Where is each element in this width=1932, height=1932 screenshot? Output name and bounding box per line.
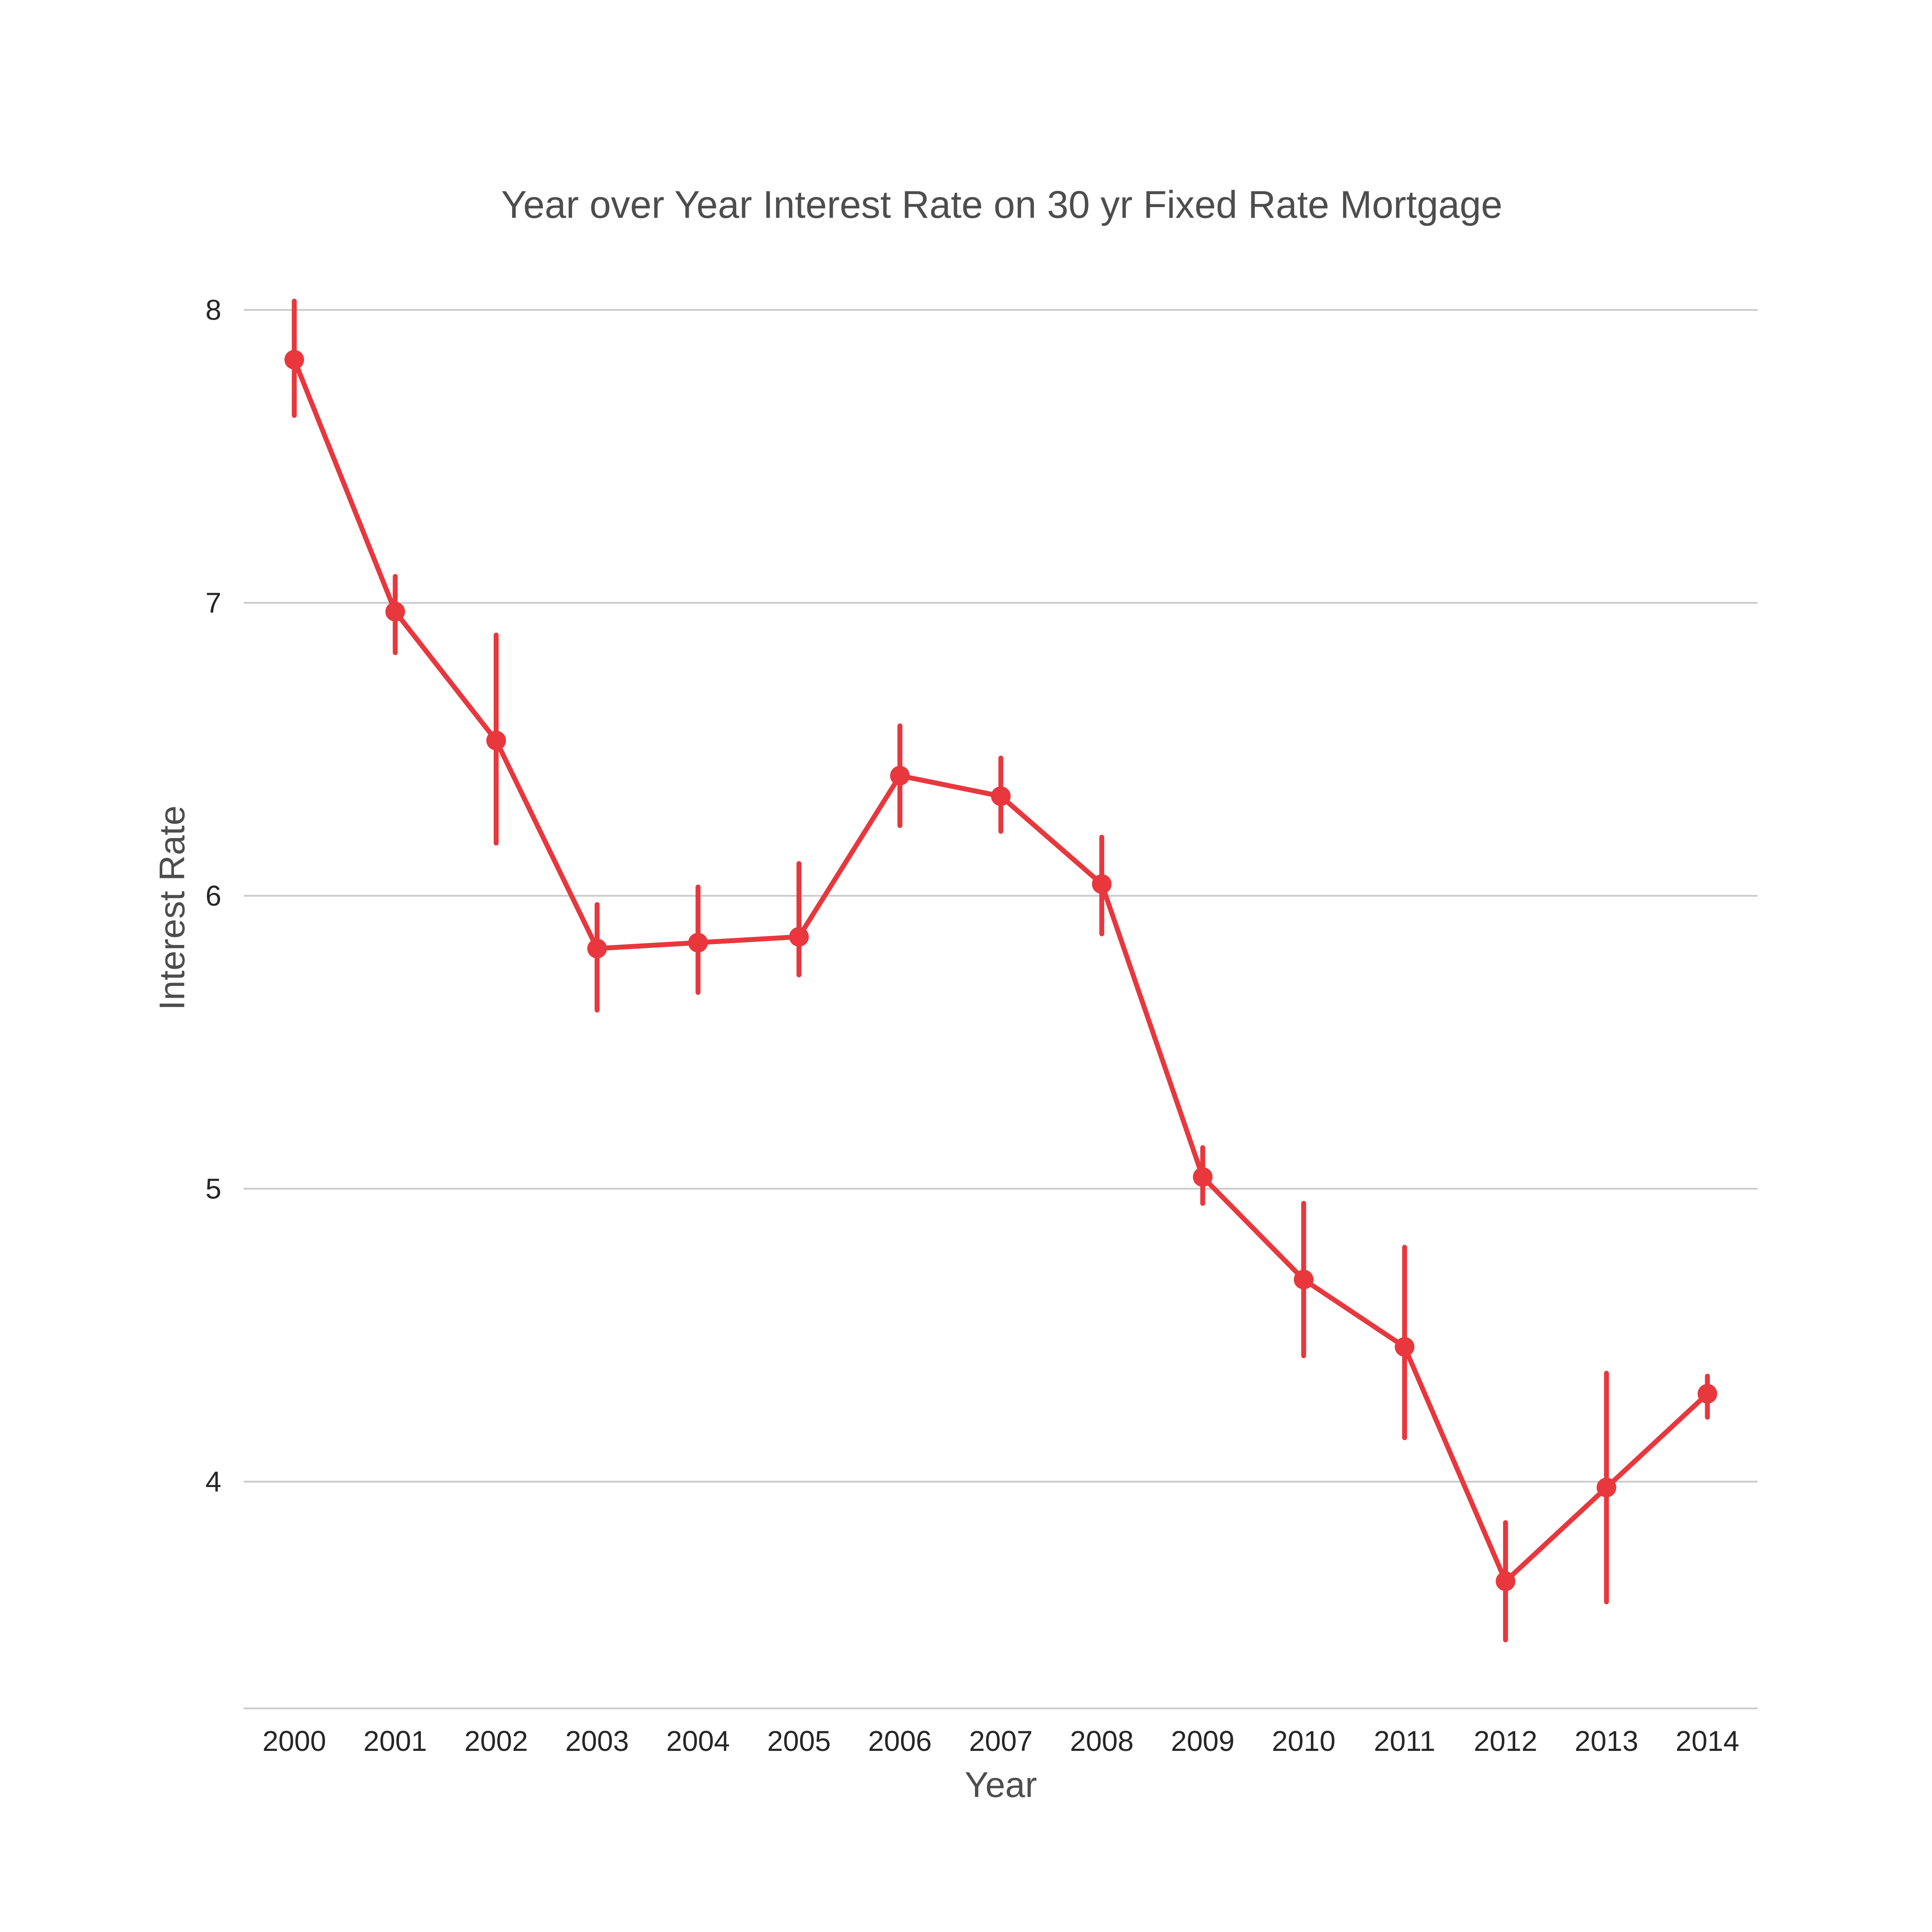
x-tick-label-2005: 2005 bbox=[767, 1725, 830, 1757]
data-point-2012[interactable] bbox=[1496, 1571, 1516, 1591]
y-tick-label-7: 7 bbox=[205, 587, 221, 619]
x-axis-label: Year bbox=[965, 1765, 1037, 1805]
gridlines bbox=[244, 309, 1758, 1483]
data-point-2007[interactable] bbox=[991, 786, 1011, 806]
data-point-2013[interactable] bbox=[1597, 1478, 1617, 1498]
x-tick-label-2012: 2012 bbox=[1474, 1725, 1537, 1757]
data-point-2011[interactable] bbox=[1394, 1337, 1415, 1357]
x-tick-labels: 2000 2001 2002 2003 2004 2005 2006 2007 2008 2009… bbox=[263, 1725, 1739, 1757]
x-tick-label-2008: 2008 bbox=[1070, 1725, 1133, 1757]
data-point-2008[interactable] bbox=[1092, 874, 1112, 894]
y-tick-label-6: 6 bbox=[205, 880, 221, 912]
x-tick-label-2011: 2011 bbox=[1374, 1725, 1436, 1757]
x-tick-label-2001: 2001 bbox=[364, 1725, 427, 1757]
x-tick-label-2009: 2009 bbox=[1171, 1725, 1234, 1757]
y-tick-label-5: 5 bbox=[205, 1173, 221, 1205]
x-tick-label-2006: 2006 bbox=[868, 1725, 932, 1757]
data-point-2003[interactable] bbox=[587, 938, 607, 958]
x-tick-label-2000: 2000 bbox=[263, 1725, 326, 1757]
y-tick-labels: 4 5 6 7 8 bbox=[205, 294, 221, 1498]
y-tick-label-8: 8 bbox=[205, 294, 221, 326]
x-tick-label-2010: 2010 bbox=[1272, 1725, 1335, 1757]
error-bars bbox=[292, 298, 1710, 1643]
y-tick-label-4: 4 bbox=[205, 1466, 221, 1498]
x-tick-label-2013: 2013 bbox=[1575, 1725, 1638, 1757]
series-polyline bbox=[292, 357, 1710, 1584]
data-point-2002[interactable] bbox=[486, 730, 506, 750]
x-tick-label-2007: 2007 bbox=[969, 1725, 1033, 1757]
x-tick-label-2003: 2003 bbox=[565, 1725, 629, 1757]
data-point-2010[interactable] bbox=[1294, 1270, 1313, 1290]
x-tick-label-2002: 2002 bbox=[464, 1725, 528, 1757]
data-point-2004[interactable] bbox=[688, 932, 708, 953]
y-axis-label: Interest Rate bbox=[152, 805, 192, 1010]
data-point-2009[interactable] bbox=[1193, 1167, 1213, 1187]
data-point-2006[interactable] bbox=[890, 766, 910, 786]
chart-title: Year over Year Interest Rate on 30 yr Fi… bbox=[501, 183, 1503, 226]
data-point-2000[interactable] bbox=[284, 350, 304, 370]
x-tick-label-2004: 2004 bbox=[666, 1725, 730, 1757]
x-tick-label-2014: 2014 bbox=[1676, 1725, 1739, 1757]
data-points bbox=[284, 350, 1717, 1591]
series-line bbox=[292, 357, 1710, 1584]
data-point-2014[interactable] bbox=[1697, 1384, 1717, 1404]
data-point-2001[interactable] bbox=[385, 602, 405, 622]
data-point-2005[interactable] bbox=[789, 927, 809, 947]
